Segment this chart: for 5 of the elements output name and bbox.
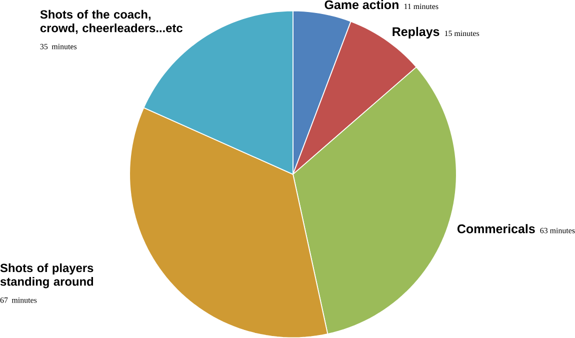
slice-label: Shots of the coach, crowd, cheerleaders...etc	[40, 10, 182, 34]
slice-label: Game action	[324, 0, 398, 10]
slice-label: Replays	[392, 26, 440, 38]
slice-label: Shots of players standing around	[0, 263, 94, 288]
slice-label: Commericals	[457, 224, 535, 234]
